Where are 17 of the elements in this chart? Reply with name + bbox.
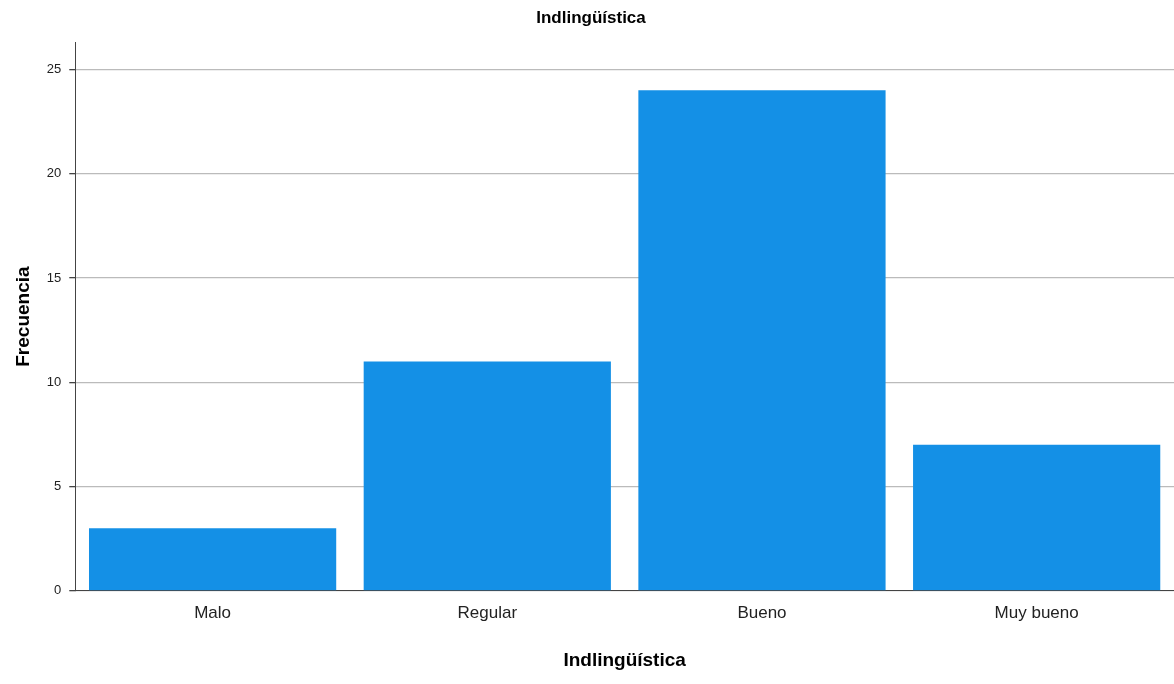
x-axis-title: Indlingüística <box>563 648 687 670</box>
bar <box>363 361 611 591</box>
chart-title: Indlingüística <box>536 7 647 27</box>
x-tick-label: Malo <box>194 602 232 622</box>
bar <box>638 90 886 591</box>
y-tick-label: 5 <box>54 478 62 494</box>
y-axis-title: Frecuencia <box>11 266 33 367</box>
bar <box>88 528 337 591</box>
y-tick-label: 25 <box>46 61 62 77</box>
y-tick-label: 10 <box>46 373 62 389</box>
y-tick-label: 20 <box>46 165 62 181</box>
y-tick-label: 15 <box>46 269 62 285</box>
bar <box>913 444 1161 591</box>
x-tick-label: Bueno <box>737 602 787 622</box>
y-tick-label: 0 <box>54 582 62 598</box>
x-tick-label: Muy bueno <box>994 602 1079 622</box>
x-tick-label: Regular <box>457 602 518 622</box>
